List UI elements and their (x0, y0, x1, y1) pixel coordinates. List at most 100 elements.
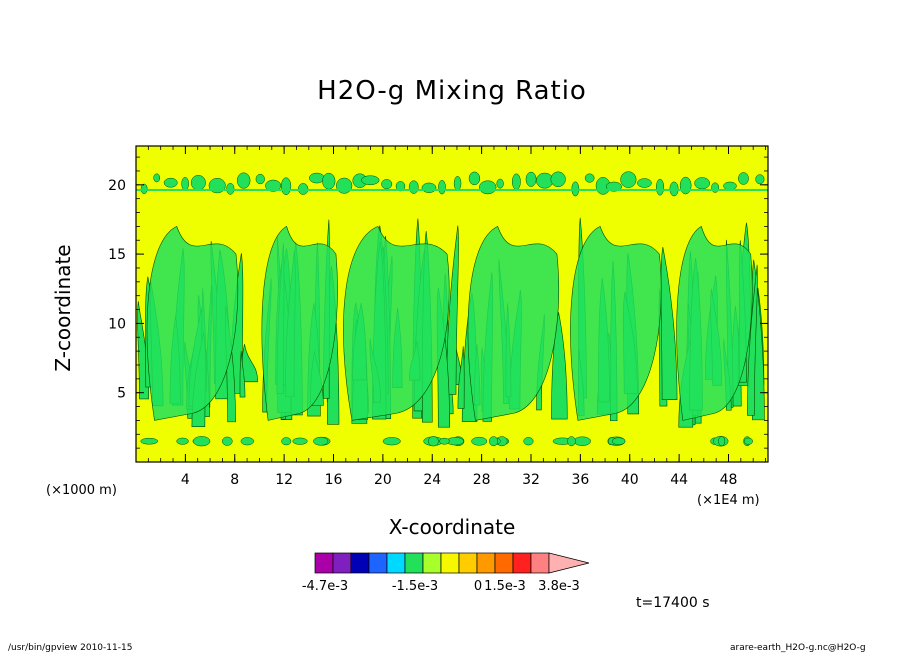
contour-plume (261, 225, 338, 421)
contour-blob-top (479, 180, 497, 195)
colorbar-segment (512, 552, 532, 574)
x-tick-label: 32 (522, 472, 540, 488)
x-tick-label: 12 (275, 472, 293, 488)
contour-blob-top (265, 179, 282, 192)
contour-blob-bottom (176, 437, 189, 445)
contour-blob-bottom (471, 436, 488, 446)
colorbar-segment (422, 552, 442, 574)
x-tick-label: 48 (720, 472, 738, 488)
contour-blob-top (181, 176, 189, 191)
contour-blob-top (679, 176, 692, 195)
contour-blob-top (571, 181, 580, 197)
contour-blob-bottom (523, 437, 534, 446)
x-tick-label: 28 (473, 472, 491, 488)
x-axis-label: X-coordinate (388, 515, 516, 539)
footer-right: arare-earth_H2O-g.nc@H2O-g (730, 643, 866, 653)
contour-blob-bottom (428, 436, 439, 447)
contour-plume (570, 225, 662, 421)
contour-blob-top (395, 181, 406, 192)
contour-blob-bottom (292, 437, 308, 445)
contour-plume (146, 225, 239, 421)
contour-blob-bottom (439, 437, 450, 445)
contour-blob-top (236, 172, 251, 189)
contour-blob-top (711, 182, 720, 193)
y-tick-label: 15 (108, 247, 126, 263)
contour-blob-bottom (221, 436, 233, 446)
contour-blob-top (190, 174, 206, 191)
contour-finger (747, 264, 758, 416)
contour-blob-bottom (743, 437, 753, 445)
contour-blob-top (322, 172, 336, 190)
contour-blob-bottom (573, 436, 591, 446)
contour-blob-top (637, 178, 652, 188)
colorbar-label: -4.7e-3 (302, 579, 348, 594)
x-axis-unit-left: (×1000 m) (46, 483, 117, 498)
time-label: t=17400 s (636, 595, 710, 611)
colorbar-segment (530, 552, 550, 574)
y-tick-label: 10 (108, 316, 126, 332)
footer-left: /usr/bin/gpview 2010-11-15 (8, 643, 133, 653)
contour-blob-top (309, 172, 325, 184)
plot-frame (135, 145, 769, 463)
contour-plume (676, 225, 753, 421)
contour-blob-bottom (281, 437, 292, 446)
colorbar-segment (494, 552, 514, 574)
contour-blob-top (694, 177, 710, 190)
colorbar-arrow (548, 552, 590, 574)
contour-layer (136, 188, 768, 191)
x-tick-label: 20 (374, 472, 392, 488)
contour-blob-bottom (192, 436, 211, 447)
contour-blob-bottom (382, 437, 401, 446)
contour-blob-top (226, 182, 235, 195)
contour-blob-top (163, 177, 178, 188)
contour-blob-top (755, 174, 765, 185)
contour-blob-bottom (611, 437, 626, 445)
colorbar-label: 1.5e-3 (484, 579, 526, 594)
colorbar-segment (458, 552, 478, 574)
contour-blob-bottom (718, 436, 726, 447)
contour-blob-top (438, 179, 446, 195)
contour-blob-top (738, 172, 749, 185)
contour-blob-top (620, 171, 637, 188)
contour-blob-top (255, 173, 265, 185)
contour-blob-top (496, 178, 504, 189)
contour-finger (660, 246, 678, 400)
contour-blob-top (381, 179, 393, 190)
x-tick-label: 4 (181, 472, 190, 488)
contour-finger (446, 225, 459, 395)
contour-blob-bottom (313, 436, 329, 446)
colorbar-label: 0 (474, 579, 482, 594)
x-tick-label: 24 (423, 472, 441, 488)
contour-blob-top (536, 172, 554, 189)
colorbar-label: -1.5e-3 (392, 579, 438, 594)
x-axis-unit-right: (×1E4 m) (697, 493, 760, 508)
contour-blob-top (605, 181, 622, 192)
contour-blob-bottom (567, 436, 576, 447)
x-tick-label: 16 (325, 472, 343, 488)
contour-blob-top (723, 181, 737, 191)
contour-blob-bottom (240, 437, 254, 446)
x-axis: 4 8 12 16 20 24 28 32 36 40 44 48 (147, 146, 766, 488)
colorbar-segment (350, 552, 370, 574)
contour-plume (343, 225, 450, 421)
colorbar-label: 3.8e-3 (538, 579, 580, 594)
contour-plume (467, 225, 560, 421)
contour-regions (136, 171, 768, 447)
contour-blob-top (525, 171, 537, 187)
contour-blob-top (669, 181, 679, 197)
contour-blob-bottom (489, 436, 499, 447)
contour-blob-top (584, 173, 595, 183)
colorbar: -4.7e-3 -1.5e-3 0 1.5e-3 3.8e-3 (302, 552, 590, 594)
x-tick-label: 8 (230, 472, 239, 488)
contour-blob-top (511, 173, 521, 190)
y-axis-label: Z-coordinate (51, 244, 75, 372)
contour-blob-top (655, 178, 665, 196)
contour-blob-bottom (140, 437, 159, 445)
contour-blob-top (453, 176, 462, 191)
x-tick-label: 36 (571, 472, 589, 488)
colorbar-segment (386, 552, 406, 574)
contour-blob-top (408, 180, 419, 194)
y-tick-label: 20 (108, 178, 126, 194)
contour-blob-top (550, 171, 566, 188)
colorbar-segment (476, 552, 496, 574)
